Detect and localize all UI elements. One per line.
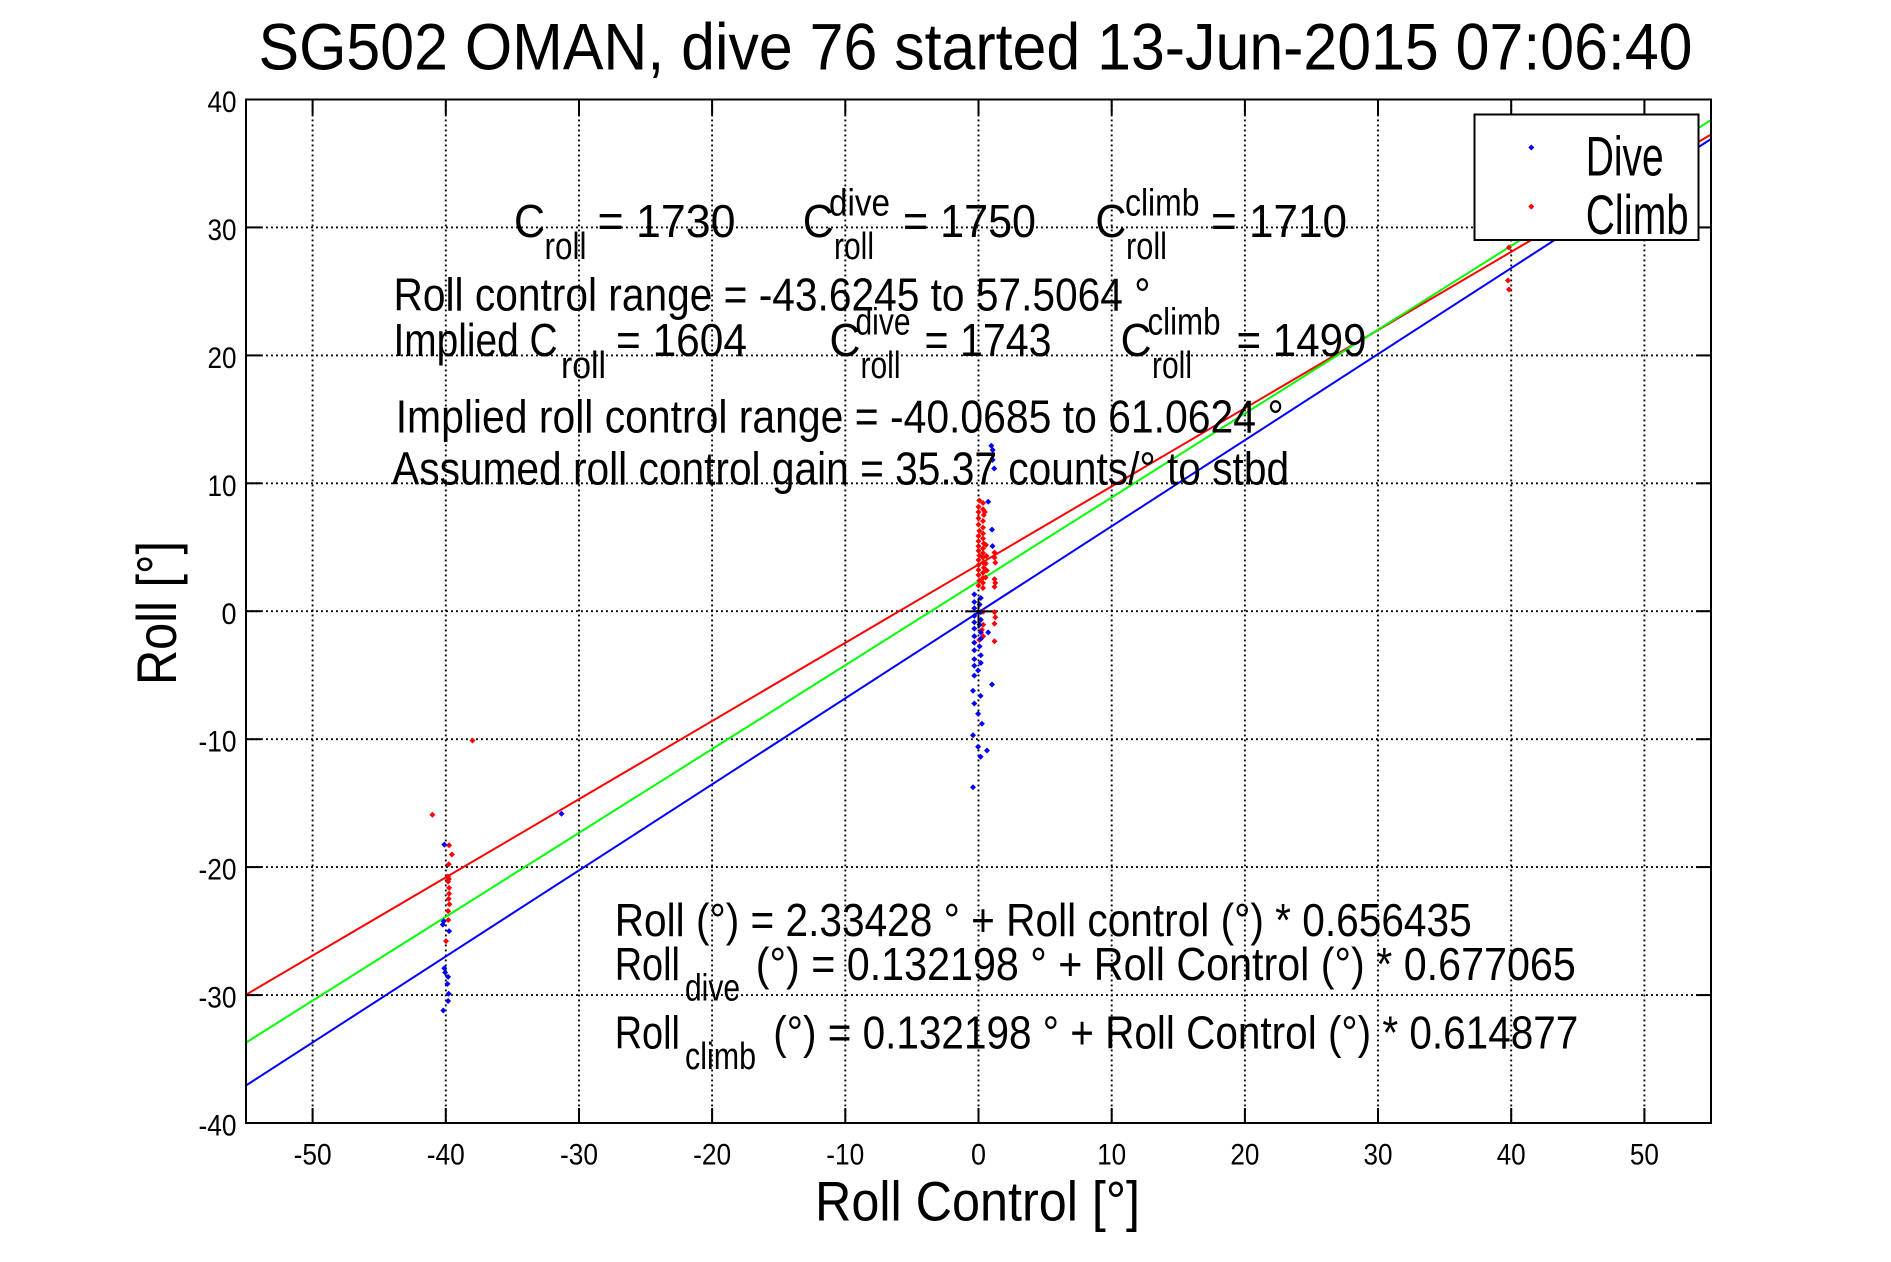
- svg-text:= 1750: = 1750: [903, 195, 1036, 247]
- svg-text:C: C: [1095, 195, 1126, 247]
- svg-text:dive: dive: [829, 183, 890, 225]
- svg-text:Roll [°]: Roll [°]: [125, 541, 188, 685]
- svg-text:Climb: Climb: [1586, 183, 1689, 246]
- svg-text:-10: -10: [199, 726, 237, 759]
- svg-text:= 1743: = 1743: [925, 314, 1052, 366]
- svg-text:C: C: [803, 195, 834, 247]
- svg-text:Dive: Dive: [1586, 125, 1664, 188]
- svg-text:roll: roll: [545, 226, 587, 268]
- svg-text:20: 20: [208, 342, 237, 375]
- svg-text:-20: -20: [199, 854, 237, 887]
- svg-text:50: 50: [1630, 1139, 1659, 1172]
- svg-text:= 1604: = 1604: [616, 314, 747, 366]
- svg-text:climb: climb: [1125, 183, 1200, 225]
- svg-text:10: 10: [1097, 1139, 1126, 1172]
- svg-text:0: 0: [222, 598, 237, 631]
- svg-text:roll: roll: [834, 226, 874, 268]
- svg-text:C: C: [830, 314, 861, 366]
- svg-text:-40: -40: [199, 1110, 237, 1143]
- svg-text:Roll Control [°]: Roll Control [°]: [815, 1170, 1140, 1233]
- svg-text:-50: -50: [294, 1139, 332, 1172]
- svg-text:climb: climb: [685, 1036, 756, 1078]
- svg-text:Roll: Roll: [615, 1006, 680, 1058]
- svg-text:C: C: [1121, 314, 1152, 366]
- svg-text:C: C: [514, 195, 545, 247]
- svg-text:-30: -30: [560, 1139, 598, 1172]
- svg-text:Roll control range = -43.6245: Roll control range = -43.6245 to 57.5064…: [394, 268, 1151, 320]
- svg-text:roll: roll: [861, 345, 901, 387]
- svg-text:-30: -30: [199, 982, 237, 1015]
- svg-text:0: 0: [971, 1139, 986, 1172]
- svg-text:30: 30: [1364, 1139, 1393, 1172]
- svg-text:dive: dive: [685, 968, 740, 1010]
- svg-text:= 1499: = 1499: [1237, 314, 1367, 366]
- svg-text:(°) = 0.132198 ° + Roll Contro: (°) = 0.132198 ° + Roll Control (°) * 0.…: [756, 938, 1576, 990]
- svg-text:Roll: Roll: [615, 938, 680, 990]
- svg-text:SG502 OMAN, dive 76 started 13: SG502 OMAN, dive 76 started 13-Jun-2015 …: [259, 10, 1693, 84]
- svg-text:-10: -10: [826, 1139, 864, 1172]
- svg-text:roll: roll: [561, 345, 606, 387]
- svg-text:40: 40: [1497, 1139, 1526, 1172]
- svg-text:Implied roll control range = -: Implied roll control range = -40.0685 to…: [396, 390, 1284, 442]
- svg-text:climb: climb: [1148, 302, 1221, 344]
- svg-text:-20: -20: [693, 1139, 731, 1172]
- svg-text:roll: roll: [1126, 226, 1167, 268]
- svg-text:30: 30: [208, 214, 237, 247]
- svg-text:roll: roll: [1152, 345, 1192, 387]
- svg-text:Implied C: Implied C: [394, 314, 558, 366]
- svg-text:10: 10: [208, 470, 237, 503]
- svg-text:= 1730: = 1730: [598, 195, 736, 247]
- svg-text:= 1710: = 1710: [1211, 195, 1347, 247]
- svg-text:40: 40: [208, 86, 237, 119]
- svg-text:-40: -40: [427, 1139, 465, 1172]
- svg-text:20: 20: [1230, 1139, 1259, 1172]
- svg-text:Roll (°) = 2.33428 ° + Roll co: Roll (°) = 2.33428 ° + Roll control (°) …: [615, 894, 1472, 946]
- svg-text:(°) = 0.132198 ° + Roll Contro: (°) = 0.132198 ° + Roll Control (°) * 0.…: [773, 1006, 1578, 1058]
- svg-text:dive: dive: [856, 302, 911, 344]
- svg-text:Assumed roll control gain = 35: Assumed roll control gain = 35.37 counts…: [392, 443, 1289, 495]
